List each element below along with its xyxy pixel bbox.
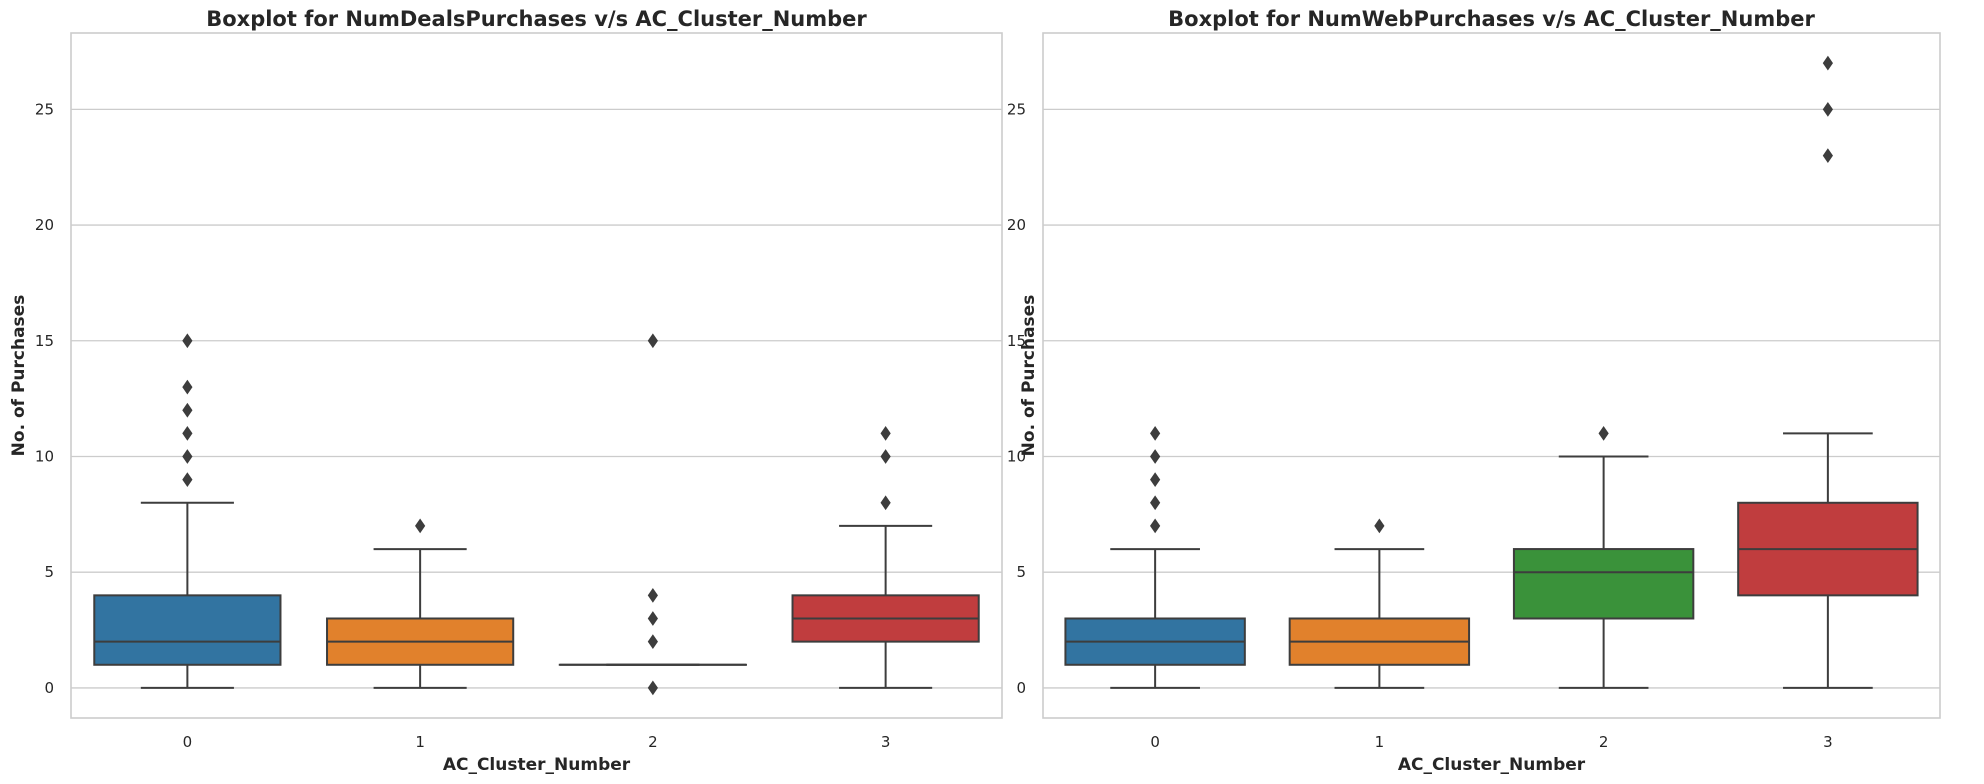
outlier-point: [182, 472, 193, 488]
box-cluster-0: [93, 333, 282, 689]
y-tick-label: 20: [1007, 216, 1026, 234]
outlier-point: [880, 495, 891, 511]
x-tick-label: 0: [183, 733, 193, 751]
outlier-point: [1150, 425, 1161, 441]
box-iqr: [93, 594, 282, 666]
x-tick-label: 0: [1150, 733, 1160, 751]
axes-frame: [1042, 32, 1941, 719]
axes-frame: [70, 32, 1003, 719]
y-tick-label: 10: [1007, 447, 1026, 465]
outlier-point: [1150, 472, 1161, 488]
outlier-point: [182, 449, 193, 464]
x-tick-label: 3: [881, 733, 891, 751]
outlier-point: [1150, 518, 1161, 534]
x-axis-label: AC_Cluster_Number: [443, 755, 631, 775]
outlier-point: [647, 587, 658, 603]
y-tick-label: 20: [35, 216, 54, 234]
outlier-point: [1822, 148, 1833, 164]
box-cluster-1: [1288, 518, 1471, 689]
y-tick-label: 15: [1007, 332, 1026, 350]
outlier-point: [880, 425, 891, 441]
y-tick-label: 25: [1007, 100, 1026, 118]
y-tick-label: 5: [1016, 563, 1026, 581]
outlier-point: [1822, 55, 1833, 71]
x-axis-label: AC_Cluster_Number: [1398, 755, 1586, 775]
x-tick-label: 2: [1599, 733, 1609, 751]
x-tick-label: 1: [415, 733, 425, 751]
outlier-point: [182, 402, 193, 418]
x-tick-label: 1: [1375, 733, 1385, 751]
box-iqr: [1512, 548, 1695, 620]
outlier-point: [647, 634, 658, 650]
outlier-point: [1822, 101, 1833, 117]
box-cluster-1: [326, 518, 515, 689]
outlier-point: [182, 425, 193, 441]
chart-title: Boxplot for NumWebPurchases v/s AC_Clust…: [1168, 7, 1815, 31]
outlier-point: [1150, 495, 1161, 511]
box-cluster-0: [1064, 425, 1246, 689]
y-tick-label: 0: [1016, 679, 1026, 697]
boxplot-panel-1: 0 5 10 15 20 25 0 1 2 3 Boxplot for NumWebPurchase…: [1007, 7, 1941, 775]
outlier-point: [1374, 518, 1385, 534]
y-tick-label: 5: [44, 563, 54, 581]
y-tick-label: 0: [44, 679, 54, 697]
outlier-point: [880, 449, 891, 464]
outlier-point: [182, 333, 193, 349]
outlier-point: [1150, 449, 1161, 464]
outlier-point: [1598, 425, 1609, 441]
box-cluster-3: [791, 425, 980, 689]
y-axis-label: No. of Purchases: [1019, 295, 1039, 457]
box-cluster-3: [1737, 55, 1919, 689]
outlier-point: [182, 379, 193, 395]
y-tick-label: 10: [35, 447, 54, 465]
box-cluster-2: [1512, 425, 1695, 689]
outlier-point: [415, 518, 426, 534]
outlier-point: [647, 611, 658, 626]
y-tick-label: 15: [35, 332, 54, 350]
x-tick-label: 2: [648, 733, 658, 751]
x-tick-label: 3: [1823, 733, 1833, 751]
y-axis-label: No. of Purchases: [9, 295, 29, 457]
y-tick-label: 25: [35, 100, 54, 118]
outlier-point: [647, 333, 658, 349]
box-cluster-2: [558, 333, 747, 696]
boxplot-panel-0: 0 5 10 15 20 25 0 1 2 3 Boxplot for NumDealsPurcha…: [9, 7, 1003, 775]
chart-title: Boxplot for NumDealsPurchases v/s AC_Clu…: [206, 7, 867, 31]
outlier-point: [647, 680, 658, 696]
